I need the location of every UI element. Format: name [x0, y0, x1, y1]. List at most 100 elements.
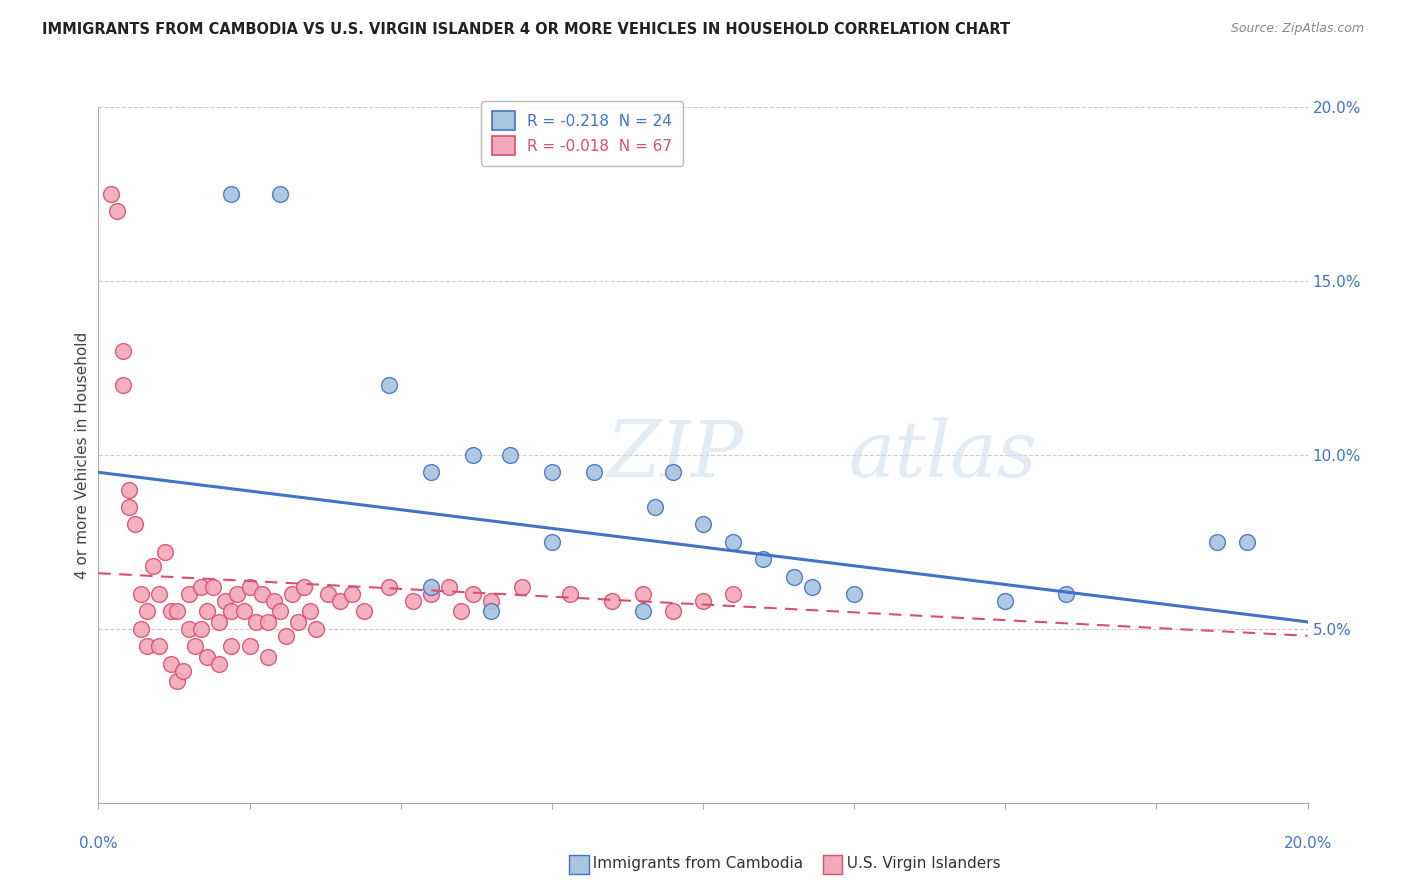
Point — [1206, 534, 1229, 549]
Point — [239, 580, 262, 594]
Point — [135, 605, 157, 619]
Point — [994, 594, 1017, 608]
Point — [160, 657, 183, 671]
Point — [105, 204, 128, 219]
Point — [250, 587, 273, 601]
Point — [208, 615, 231, 629]
Point — [800, 580, 823, 594]
Point — [274, 629, 297, 643]
Point — [662, 605, 685, 619]
Point — [752, 552, 775, 566]
Point — [450, 605, 472, 619]
Point — [602, 594, 624, 608]
Point — [353, 605, 375, 619]
Point — [190, 580, 212, 594]
Point — [631, 587, 654, 601]
Point — [221, 605, 243, 619]
Point — [129, 622, 152, 636]
Point — [232, 605, 254, 619]
Point — [1054, 587, 1077, 601]
Point — [420, 580, 443, 594]
Point — [214, 594, 236, 608]
Point — [510, 580, 533, 594]
Point — [723, 587, 745, 601]
Point — [160, 605, 183, 619]
Point — [329, 594, 352, 608]
Point — [142, 559, 165, 574]
Text: atlas: atlas — [848, 417, 1036, 493]
Point — [148, 639, 170, 653]
Point — [226, 587, 249, 601]
Point — [129, 587, 152, 601]
Point — [190, 622, 212, 636]
Point — [342, 587, 364, 601]
Point — [202, 580, 225, 594]
Point — [263, 594, 285, 608]
Point — [118, 500, 141, 514]
Legend: R = -0.218  N = 24, R = -0.018  N = 67: R = -0.218 N = 24, R = -0.018 N = 67 — [481, 101, 683, 166]
Point — [100, 187, 122, 202]
Text: ZIP: ZIP — [606, 417, 744, 493]
Point — [783, 570, 806, 584]
Y-axis label: 4 or more Vehicles in Household: 4 or more Vehicles in Household — [75, 331, 90, 579]
Point — [269, 605, 291, 619]
Point — [179, 587, 201, 601]
Point — [208, 657, 231, 671]
Point — [299, 605, 322, 619]
Point — [245, 615, 267, 629]
Point — [166, 674, 188, 689]
Point — [402, 594, 425, 608]
Point — [195, 605, 218, 619]
Point — [111, 378, 134, 392]
Point — [420, 466, 443, 480]
Point — [463, 587, 485, 601]
Text: Source: ZipAtlas.com: Source: ZipAtlas.com — [1230, 22, 1364, 36]
Point — [420, 587, 443, 601]
Point — [135, 639, 157, 653]
Point — [124, 517, 146, 532]
Point — [281, 587, 304, 601]
Point — [153, 545, 176, 559]
Text: IMMIGRANTS FROM CAMBODIA VS U.S. VIRGIN ISLANDER 4 OR MORE VEHICLES IN HOUSEHOLD: IMMIGRANTS FROM CAMBODIA VS U.S. VIRGIN … — [42, 22, 1011, 37]
Point — [221, 639, 243, 653]
Point — [269, 187, 291, 202]
Point — [256, 649, 278, 664]
Point — [437, 580, 460, 594]
Point — [481, 594, 503, 608]
Point — [692, 517, 714, 532]
Point — [540, 534, 562, 549]
Point — [316, 587, 339, 601]
Point — [239, 639, 262, 653]
Point — [662, 466, 685, 480]
Point — [179, 622, 201, 636]
Point — [723, 534, 745, 549]
Point — [692, 594, 714, 608]
Point — [221, 187, 243, 202]
Text: 20.0%: 20.0% — [1284, 836, 1331, 851]
Point — [377, 580, 399, 594]
Point — [166, 605, 188, 619]
Point — [184, 639, 207, 653]
Text: U.S. Virgin Islanders: U.S. Virgin Islanders — [837, 856, 1000, 871]
Text: Immigrants from Cambodia: Immigrants from Cambodia — [583, 856, 804, 871]
Point — [498, 448, 520, 462]
Point — [305, 622, 328, 636]
Point — [292, 580, 315, 594]
Point — [377, 378, 399, 392]
Point — [1236, 534, 1258, 549]
Point — [256, 615, 278, 629]
Point — [463, 448, 485, 462]
Point — [540, 466, 562, 480]
Point — [644, 500, 666, 514]
Point — [558, 587, 581, 601]
Point — [287, 615, 309, 629]
Point — [481, 605, 503, 619]
Point — [148, 587, 170, 601]
Text: 0.0%: 0.0% — [79, 836, 118, 851]
Point — [172, 664, 194, 678]
Point — [118, 483, 141, 497]
Point — [844, 587, 866, 601]
Point — [195, 649, 218, 664]
Point — [583, 466, 606, 480]
Point — [631, 605, 654, 619]
